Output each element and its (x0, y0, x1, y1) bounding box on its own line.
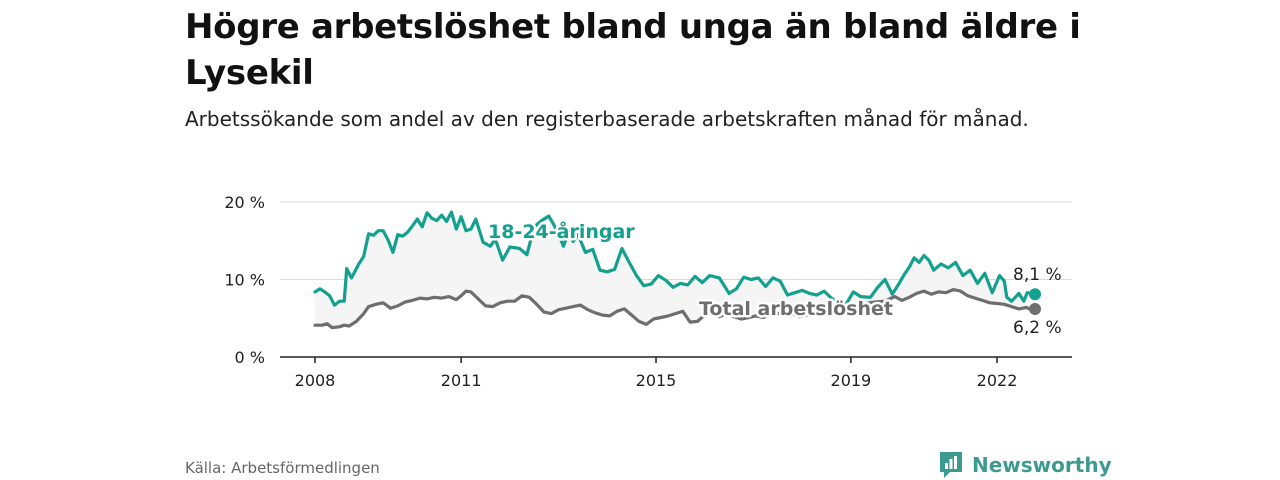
x-tick-label: 2015 (636, 371, 677, 390)
brand-logo[interactable]: Newsworthy (938, 450, 1112, 480)
total-end-value: 6,2 % (1013, 318, 1062, 338)
youth-series-label: 18-24-åringar (488, 219, 635, 243)
total-series-label-halo: Total arbetslöshet (699, 298, 893, 320)
x-tick-label: 2008 (295, 371, 336, 390)
brand-name: Newsworthy (972, 453, 1112, 477)
x-tick-label: 2011 (441, 371, 482, 390)
youth-end-value: 8,1 % (1013, 265, 1062, 285)
y-tick-label: 20 % (224, 193, 265, 212)
youth-end-point (1029, 288, 1042, 301)
y-tick-label: 0 % (235, 348, 265, 367)
x-tick-label: 2019 (831, 371, 872, 390)
newsworthy-logo-icon (940, 452, 962, 478)
total-series-label: Total arbetslöshet (699, 298, 893, 320)
total-end-point (1029, 302, 1042, 315)
chart-title: Högre arbetslöshet bland unga än bland ä… (185, 7, 1081, 93)
source-note: Källa: Arbetsförmedlingen (185, 459, 380, 477)
youth-series-label-halo: 18-24-åringar (488, 219, 635, 243)
y-tick-label: 10 % (224, 271, 265, 290)
youth-line (313, 210, 1037, 307)
x-axis (280, 356, 1072, 363)
chart-subtitle: Arbetssökande som andel av den registerb… (185, 107, 1029, 131)
total-line (313, 288, 1037, 330)
range-band (315, 212, 1036, 328)
series-lines (313, 210, 1042, 330)
x-tick-label: 2022 (977, 371, 1018, 390)
chart-labels: 0 % 10 % 20 % 2008 2011 2015 2019 2022 18-24-åri… (224, 193, 1061, 390)
series-gap-band (315, 212, 1036, 328)
